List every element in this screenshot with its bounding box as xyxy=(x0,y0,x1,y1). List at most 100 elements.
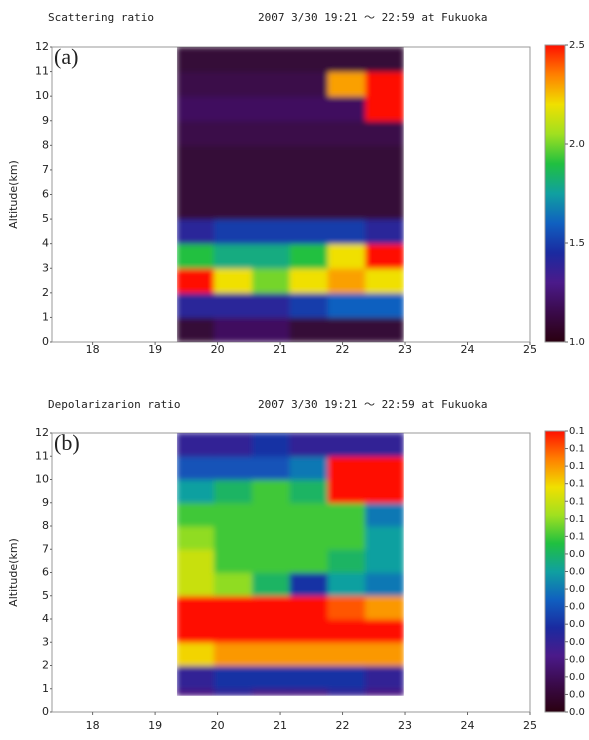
heatmap-cell xyxy=(176,120,215,146)
colorbar-tick-label: 0.1 xyxy=(569,444,585,455)
heatmap-cell xyxy=(252,169,291,195)
heatmap-cell xyxy=(365,194,404,220)
x-tick-label: 22 xyxy=(336,719,350,732)
heatmap-cell xyxy=(327,267,367,294)
heatmap-cell xyxy=(289,95,329,122)
colorbar-tick-label: 2.0 xyxy=(569,139,585,150)
colorbar-tick-label: 0.1 xyxy=(569,514,585,525)
heatmap-cell xyxy=(365,267,404,294)
heatmap-cell xyxy=(365,47,404,73)
heatmap-cell xyxy=(213,71,254,97)
y-tick-label: 0 xyxy=(42,705,49,718)
x-tick-label: 21 xyxy=(273,719,287,732)
heatmap-cell xyxy=(176,618,215,643)
x-tick-label: 19 xyxy=(148,719,162,732)
colorbar-tick-label: 0.1 xyxy=(569,461,585,472)
heatmap-cells xyxy=(176,47,404,342)
heatmap-cell xyxy=(213,548,254,573)
colorbar-tick-label: 0.0 xyxy=(569,567,585,578)
heatmap-cell xyxy=(213,267,254,294)
heatmap-cell xyxy=(252,144,291,171)
heatmap-cell xyxy=(213,120,254,146)
heatmap-cell xyxy=(365,572,404,597)
heatmap-cell xyxy=(252,665,291,690)
heatmap-cell xyxy=(252,267,291,294)
heatmap-cell xyxy=(289,169,329,195)
x-tick-label: 23 xyxy=(398,343,412,356)
heatmap-cell xyxy=(252,572,291,597)
heatmap-cell xyxy=(176,525,215,550)
y-tick-label: 3 xyxy=(42,261,49,274)
heatmap-cell xyxy=(327,144,367,171)
heatmap-cell xyxy=(289,292,329,318)
heatmap-cell xyxy=(365,120,404,146)
heatmap-cell xyxy=(365,641,404,666)
heatmap-cell xyxy=(289,218,329,245)
y-tick-label: 4 xyxy=(42,237,49,250)
colorbar-tick-label: 0.0 xyxy=(569,637,585,648)
heatmap-cell xyxy=(213,95,254,122)
heatmap-cell xyxy=(213,194,254,220)
heatmap-cell xyxy=(327,455,367,480)
heatmap-cell xyxy=(289,71,329,97)
x-tick-label: 23 xyxy=(398,719,412,732)
heatmap-cell xyxy=(289,144,329,171)
heatmap-cell xyxy=(327,95,367,122)
heatmap-cell xyxy=(289,665,329,690)
heatmap-cell xyxy=(176,433,215,457)
heatmap-cell xyxy=(213,572,254,597)
heatmap-cell xyxy=(252,316,291,342)
heatmap-cell xyxy=(327,665,367,690)
heatmap-cell xyxy=(289,688,329,696)
heatmap-cell xyxy=(327,548,367,573)
heatmap-cell xyxy=(176,455,215,480)
heatmap-cell xyxy=(176,316,215,342)
heatmap-cell xyxy=(365,243,404,269)
colorbar-tick-label: 0.0 xyxy=(569,619,585,630)
heatmap-cell xyxy=(327,595,367,620)
heatmap-cell xyxy=(327,525,367,550)
heatmap-cell xyxy=(327,169,367,195)
heatmap-cell xyxy=(365,595,404,620)
colorbar xyxy=(544,430,566,713)
heatmap-cell xyxy=(289,267,329,294)
heatmap xyxy=(176,47,404,342)
heatmap-cell xyxy=(289,243,329,269)
heatmap-cell xyxy=(213,479,254,504)
y-tick-label: 5 xyxy=(42,212,49,225)
heatmap-cell xyxy=(289,433,329,457)
heatmap-cell xyxy=(176,688,215,696)
heatmap-cell xyxy=(176,665,215,690)
heatmap-cell xyxy=(289,455,329,480)
heatmap-cell xyxy=(327,572,367,597)
y-tick-label: 5 xyxy=(42,589,49,602)
heatmap-cell xyxy=(213,595,254,620)
x-tick-label: 25 xyxy=(523,343,537,356)
y-tick-label: 2 xyxy=(42,659,49,672)
heatmap-cell xyxy=(176,267,215,294)
chart-title: Depolarizarion ratio xyxy=(48,398,180,411)
chart-subtitle: 2007 3/30 19:21 ～ 22:59 at Fukuoka xyxy=(258,11,488,24)
x-tick-label: 18 xyxy=(86,719,100,732)
heatmap-cell xyxy=(176,144,215,171)
colorbar-tick-label: 0.0 xyxy=(569,672,585,683)
heatmap-cell xyxy=(365,479,404,504)
colorbar-tick-label: 0.0 xyxy=(569,602,585,613)
colorbar-tick-label: 2.5 xyxy=(569,40,585,51)
heatmap-cell xyxy=(289,618,329,643)
heatmap-cell xyxy=(365,433,404,457)
heatmap-cell xyxy=(327,71,367,97)
heatmap-cell xyxy=(213,455,254,480)
heatmap-cell xyxy=(252,95,291,122)
y-tick-label: 0 xyxy=(42,335,49,348)
heatmap-cell xyxy=(213,433,254,457)
heatmap-cell xyxy=(289,120,329,146)
heatmap-cell xyxy=(365,455,404,480)
heatmap-cell xyxy=(213,169,254,195)
heatmap-cell xyxy=(176,95,215,122)
heatmap-cell xyxy=(176,218,215,245)
colorbar-tick-label: 0.0 xyxy=(569,707,585,718)
heatmap-cell xyxy=(252,455,291,480)
heatmap-cell xyxy=(176,71,215,97)
